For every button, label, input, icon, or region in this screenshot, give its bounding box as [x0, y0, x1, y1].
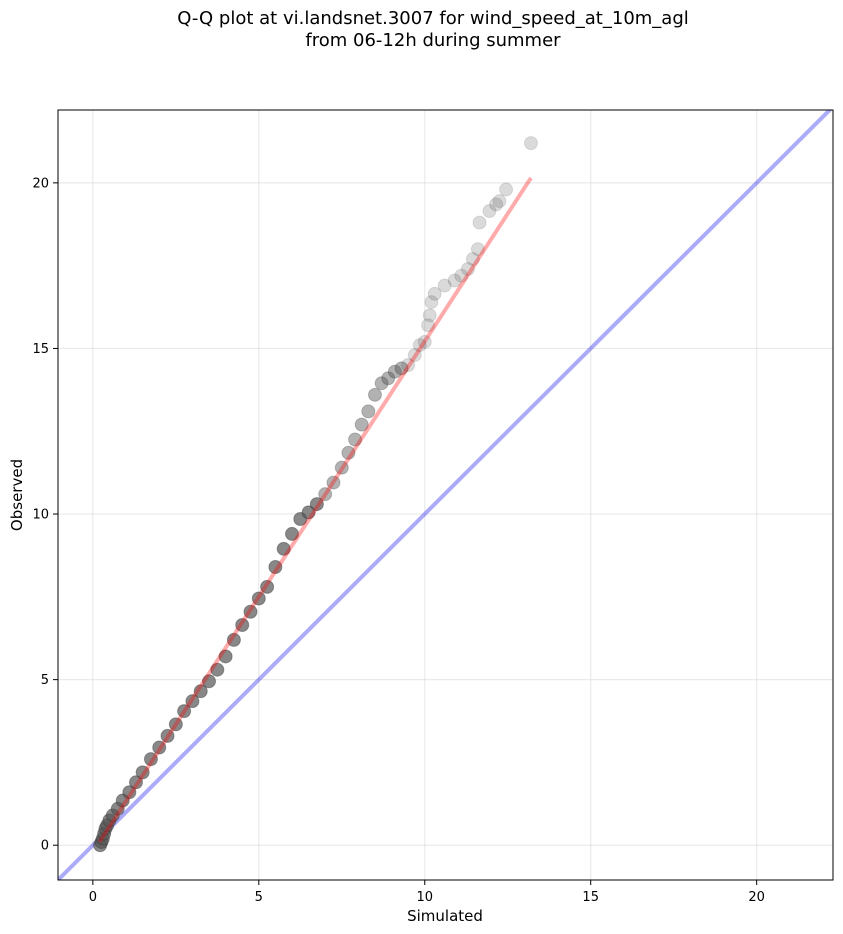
qq-point: [268, 560, 283, 575]
chart-title: Q-Q plot at vi.landsnet.3007 for wind_sp…: [0, 8, 843, 52]
identity-line-group: [58, 110, 833, 880]
qq-point: [437, 278, 452, 293]
qq-point: [472, 215, 487, 230]
qq-point: [128, 775, 143, 790]
qq-point: [523, 136, 538, 151]
qq-point: [341, 445, 356, 460]
grid: [58, 110, 833, 880]
y-tick-label: 20: [32, 176, 49, 191]
qq-point: [394, 361, 409, 376]
y-tick-label: 5: [41, 673, 49, 688]
qq-point: [460, 261, 475, 276]
qq-point: [218, 649, 233, 664]
qq-point: [284, 526, 299, 541]
qq-point: [422, 308, 437, 323]
qq-point: [465, 252, 480, 267]
qq-point: [309, 497, 324, 512]
plot-area: [58, 110, 833, 880]
qq-point: [260, 579, 275, 594]
qq-point: [318, 487, 333, 502]
qq-point: [447, 273, 462, 288]
qq-point: [160, 728, 175, 743]
plot-frame: [57, 109, 834, 881]
chart-title-line-1: Q-Q plot at vi.landsnet.3007 for wind_sp…: [177, 8, 689, 29]
y-tick-label: 0: [41, 839, 49, 854]
qq-point: [489, 197, 504, 212]
qq-point: [407, 348, 422, 363]
qq-point: [499, 182, 514, 197]
qq-point: [276, 541, 291, 556]
x-tick-label: 5: [255, 890, 263, 905]
qq-point: [381, 371, 396, 386]
qq-point: [243, 604, 258, 619]
qq-point: [185, 694, 200, 709]
qq-point: [152, 740, 167, 755]
qq-point: [202, 674, 217, 689]
qq-point: [251, 591, 266, 606]
qq-point: [354, 417, 369, 432]
fit-line: [97, 176, 533, 844]
qq-point: [193, 684, 208, 699]
qq-point: [412, 338, 427, 353]
qq-point: [348, 432, 363, 447]
qq-point: [334, 460, 349, 475]
qq-point: [417, 334, 432, 349]
qq-point: [326, 475, 341, 490]
qq-point: [421, 318, 436, 333]
qq-point: [143, 752, 158, 767]
qq-point: [454, 268, 469, 283]
y-tick-label: 15: [32, 342, 49, 357]
qq-point: [424, 295, 439, 310]
identity-line: [58, 110, 833, 880]
points-group: [93, 136, 538, 853]
qq-point: [361, 404, 376, 419]
chart-title-line-2: from 06-12h during summer: [305, 30, 561, 51]
qq-point: [122, 785, 137, 800]
qq-point: [235, 617, 250, 632]
qq-point: [210, 662, 225, 677]
qq-point: [301, 505, 316, 520]
x-tick-label: 15: [582, 890, 599, 905]
axis-ticks: 0 5 10 15 20 0 5 10 15 20: [32, 176, 764, 905]
qq-point: [470, 242, 485, 257]
y-axis-label: Observed: [8, 459, 26, 531]
qq-point: [492, 194, 507, 209]
qq-point: [374, 376, 389, 391]
qq-point: [387, 364, 402, 379]
x-axis-label: Simulated: [407, 907, 483, 925]
x-tick-label: 20: [748, 890, 765, 905]
qq-point: [226, 632, 241, 647]
qq-point: [177, 704, 192, 719]
qq-point: [427, 286, 442, 301]
x-tick-label: 0: [89, 890, 97, 905]
qq-point: [401, 358, 416, 373]
qq-point: [367, 387, 382, 402]
qq-point: [135, 765, 150, 780]
qq-point: [168, 717, 183, 732]
qq-point: [482, 204, 497, 219]
x-tick-label: 10: [416, 890, 433, 905]
fit-line-group: [97, 176, 533, 844]
y-tick-label: 10: [32, 508, 49, 523]
